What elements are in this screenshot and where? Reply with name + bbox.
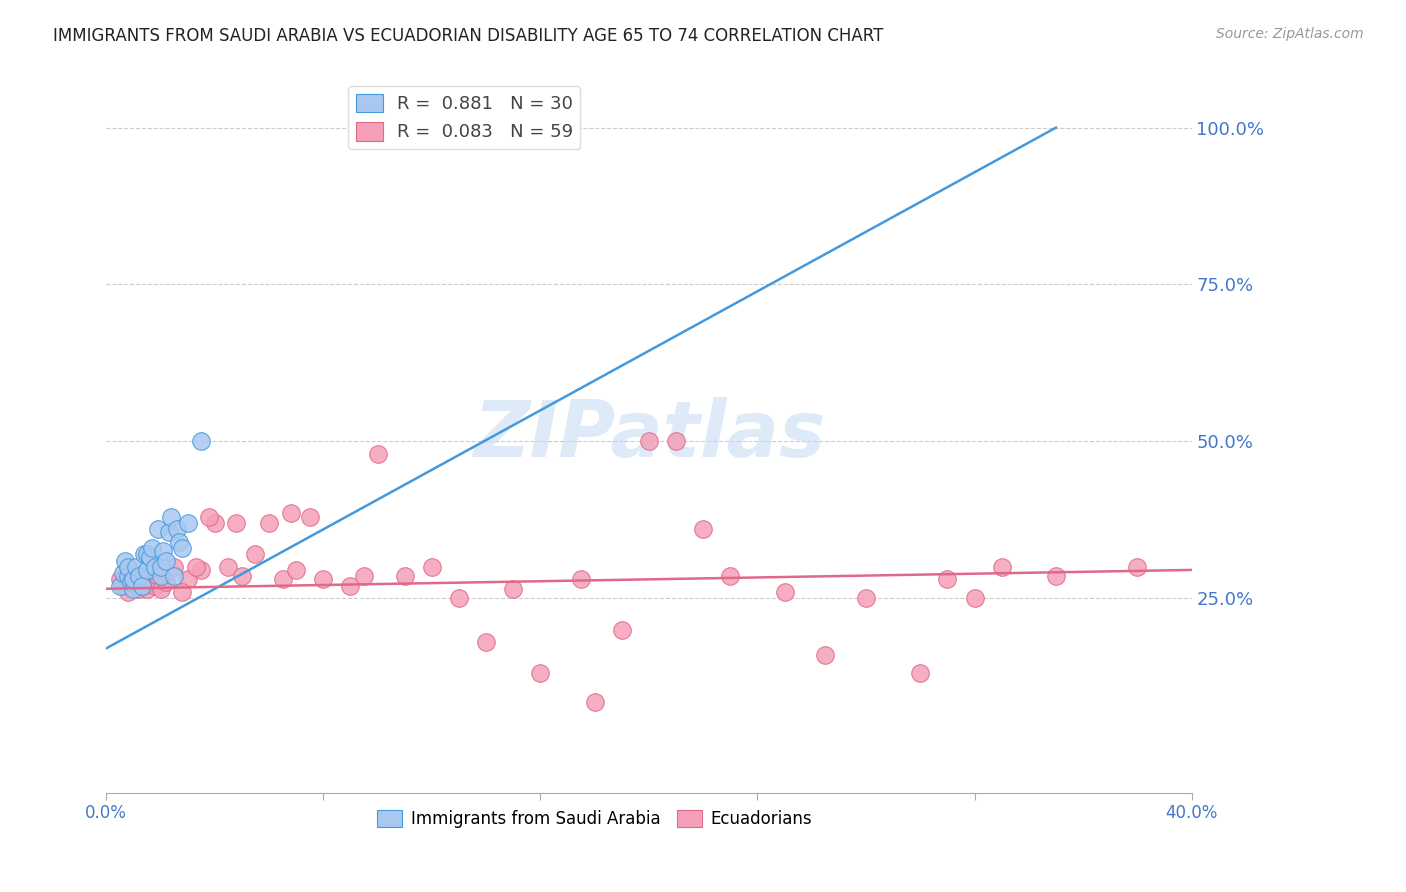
Text: Source: ZipAtlas.com: Source: ZipAtlas.com xyxy=(1216,27,1364,41)
Point xyxy=(502,582,524,596)
Point xyxy=(163,559,186,574)
Point xyxy=(149,559,172,574)
Point xyxy=(163,569,186,583)
Point xyxy=(122,582,145,596)
Point xyxy=(146,569,169,583)
Point xyxy=(420,559,443,574)
Point xyxy=(143,559,166,574)
Point xyxy=(1126,559,1149,574)
Point xyxy=(569,572,592,586)
Point xyxy=(814,648,837,662)
Point xyxy=(111,579,134,593)
Point xyxy=(394,569,416,583)
Point xyxy=(665,434,688,449)
Point xyxy=(114,569,136,583)
Point xyxy=(257,516,280,530)
Point xyxy=(172,541,194,555)
Point xyxy=(136,563,159,577)
Point xyxy=(245,547,267,561)
Point xyxy=(117,569,139,583)
Point xyxy=(134,547,156,561)
Point xyxy=(638,434,661,449)
Point xyxy=(114,553,136,567)
Point xyxy=(176,572,198,586)
Point xyxy=(146,522,169,536)
Point xyxy=(120,575,142,590)
Point xyxy=(225,516,247,530)
Point xyxy=(111,566,134,580)
Point xyxy=(936,572,959,586)
Text: ZIPatlas: ZIPatlas xyxy=(472,397,825,473)
Point xyxy=(217,559,239,574)
Point xyxy=(353,569,375,583)
Point xyxy=(172,585,194,599)
Point xyxy=(157,525,180,540)
Point xyxy=(339,579,361,593)
Point xyxy=(128,569,150,583)
Point xyxy=(184,559,207,574)
Point xyxy=(204,516,226,530)
Point xyxy=(583,695,606,709)
Legend: Immigrants from Saudi Arabia, Ecuadorians: Immigrants from Saudi Arabia, Ecuadorian… xyxy=(371,803,818,834)
Point xyxy=(1045,569,1067,583)
Point xyxy=(125,575,148,590)
Point xyxy=(285,563,308,577)
Point xyxy=(136,547,159,561)
Point xyxy=(610,623,633,637)
Point xyxy=(271,572,294,586)
Point xyxy=(128,582,150,596)
Text: IMMIGRANTS FROM SAUDI ARABIA VS ECUADORIAN DISABILITY AGE 65 TO 74 CORRELATION C: IMMIGRANTS FROM SAUDI ARABIA VS ECUADORI… xyxy=(53,27,884,45)
Point xyxy=(117,559,139,574)
Point xyxy=(152,544,174,558)
Point xyxy=(231,569,253,583)
Point xyxy=(136,582,159,596)
Point xyxy=(143,579,166,593)
Point xyxy=(298,509,321,524)
Point xyxy=(529,666,551,681)
Point xyxy=(108,572,131,586)
Point xyxy=(138,572,160,586)
Point xyxy=(120,575,142,590)
Point xyxy=(125,559,148,574)
Point xyxy=(155,575,177,590)
Point xyxy=(141,541,163,555)
Point xyxy=(718,569,741,583)
Point xyxy=(131,579,153,593)
Point xyxy=(475,635,498,649)
Point xyxy=(447,591,470,606)
Point xyxy=(131,572,153,586)
Point xyxy=(280,507,302,521)
Point xyxy=(122,572,145,586)
Point xyxy=(149,582,172,596)
Point xyxy=(141,575,163,590)
Point xyxy=(190,563,212,577)
Point xyxy=(169,534,191,549)
Point xyxy=(312,572,335,586)
Point xyxy=(166,522,188,536)
Point xyxy=(963,591,986,606)
Point xyxy=(367,447,389,461)
Point xyxy=(160,509,183,524)
Point xyxy=(134,579,156,593)
Point xyxy=(176,516,198,530)
Point xyxy=(138,550,160,565)
Point xyxy=(855,591,877,606)
Point xyxy=(692,522,714,536)
Point xyxy=(773,585,796,599)
Point xyxy=(990,559,1012,574)
Point xyxy=(108,579,131,593)
Point xyxy=(910,666,932,681)
Point xyxy=(155,553,177,567)
Point xyxy=(198,509,221,524)
Point xyxy=(122,566,145,580)
Point xyxy=(117,585,139,599)
Point xyxy=(190,434,212,449)
Point xyxy=(149,569,172,583)
